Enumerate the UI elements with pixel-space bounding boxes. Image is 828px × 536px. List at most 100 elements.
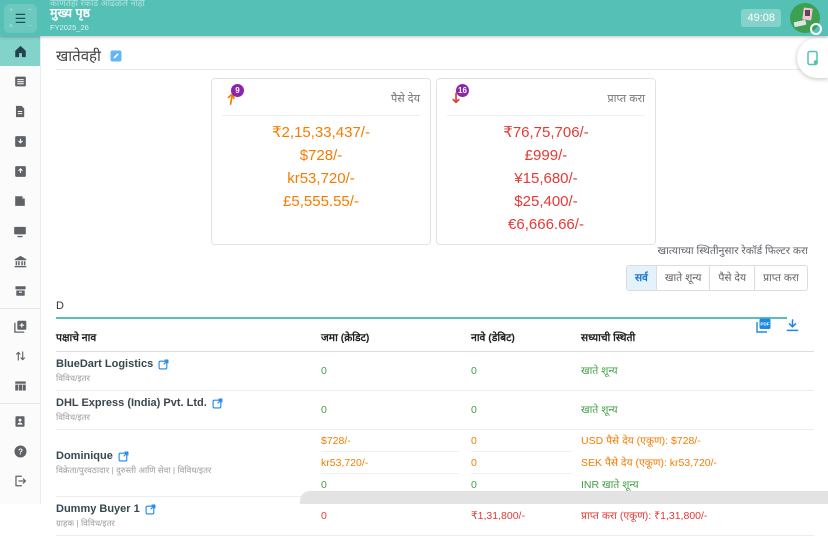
toast-message: कोणतेही रेकॉर्ड आढळले नाही	[50, 0, 145, 8]
fiscal-year-label: FY2025_26	[50, 23, 89, 32]
debit-amount: 0	[471, 479, 477, 491]
debit-amount: 0	[471, 453, 573, 474]
entries: 0 ₹1,31,800/- प्राप्त करा (एकूण): ₹1,31,80…	[321, 505, 814, 527]
currency-amount: ¥15,680/-	[514, 170, 578, 187]
sidebar-item-ledger[interactable]	[0, 66, 40, 96]
open-party-icon[interactable]	[212, 398, 223, 409]
table-header-cell: सध्याची स्थिती	[581, 332, 636, 344]
contact-card-icon	[15, 415, 25, 427]
invoice-icon	[15, 105, 25, 117]
sidebar-item-monitor[interactable]	[0, 216, 40, 246]
sidebar-item-copy-add[interactable]	[0, 311, 40, 341]
open-party-icon[interactable]	[158, 359, 169, 370]
current-status: खाते शून्य	[581, 404, 618, 416]
party-name-cell: BlueDart Logistics विविध/इतर	[56, 352, 321, 390]
debit-amount: 0	[471, 404, 477, 416]
home-icon	[14, 45, 26, 57]
copy-add-icon	[13, 320, 26, 333]
sidebar-item-contact-card[interactable]	[0, 406, 40, 436]
sidebar-item-home[interactable]	[0, 36, 40, 66]
filter-label: खात्याच्या स्थितीनुसार रेकॉर्ड फिल्टर कर…	[657, 245, 809, 257]
sidebar-nav: ?	[0, 36, 41, 504]
current-status: INR खाते शून्य	[581, 479, 639, 491]
sidebar-item-archive[interactable]	[0, 276, 40, 306]
monitor-icon	[14, 226, 26, 237]
sidebar-item-sale-tray[interactable]	[0, 126, 40, 156]
bottom-scrollbar[interactable]	[300, 491, 828, 504]
payable-card[interactable]: 9 पैसे देय ₹2,15,33,437/- $728/- kr53,720/…	[211, 78, 431, 245]
table-header-cell: जमा (क्रेडिट)	[321, 332, 370, 344]
session-timer: 49:08	[741, 9, 781, 27]
svg-text:?: ?	[18, 447, 23, 456]
party-name: BlueDart Logistics	[56, 358, 154, 370]
sidebar-item-note[interactable]	[0, 186, 40, 216]
party-name-cell: Dominique विक्रेता/पुरवठादार | दुरुस्ती आ…	[56, 444, 321, 482]
status-filter: खात्याच्या स्थितीनुसार रेकॉर्ड फिल्टर कर…	[625, 244, 809, 291]
current-status: खाते शून्य	[581, 365, 618, 377]
payable-card-label: पैसे देय	[391, 93, 420, 105]
sidebar-item-help[interactable]: ?	[0, 436, 40, 466]
party-name-cell: DHL Express (India) Pvt. Ltd. विविध/इतर	[56, 391, 321, 429]
receivable-card[interactable]: 16 प्राप्त करा ₹76,75,706/- £999/- ¥15,680…	[436, 78, 656, 245]
filter-chip[interactable]: सर्व	[626, 266, 656, 290]
archive-icon	[14, 286, 26, 296]
sale-tray-icon	[14, 135, 26, 147]
logout-icon	[15, 475, 27, 487]
entries: 0 0 खाते शून्य	[321, 399, 814, 421]
summary-cards: 9 पैसे देय ₹2,15,33,437/- $728/- kr53,720/…	[211, 78, 656, 245]
titles: कोणतेही रेकॉर्ड आढळले नाही मुख्य पृष्ठ F…	[50, 0, 145, 32]
table-row[interactable]: BlueDart Logistics विविध/इतर 0 0 खाते शून्य	[56, 352, 814, 391]
feedback-widget-button[interactable]	[797, 38, 828, 78]
currency-amount: $728/-	[299, 147, 343, 164]
sidebar-divider	[0, 308, 40, 309]
currency-amount: ₹76,75,706/-	[503, 124, 589, 141]
credit-amount: kr53,720/-	[321, 453, 459, 474]
currency-amount: kr53,720/-	[287, 170, 355, 187]
sidebar-item-columns[interactable]	[0, 371, 40, 401]
party-name: Dominique	[56, 450, 113, 462]
credit-amount: 0	[321, 479, 327, 491]
receivable-count-badge: 16	[456, 84, 469, 97]
bank-icon	[14, 255, 26, 267]
entries: $728/- 0 USD पैसे देय (एकूण): $728/- kr53,7…	[321, 430, 814, 496]
export-actions: PDF	[755, 317, 800, 334]
sidebar-item-logout[interactable]	[0, 466, 40, 496]
table-row[interactable]: DHL Express (India) Pvt. Ltd. विविध/इतर 0 0…	[56, 391, 814, 430]
export-pdf-icon[interactable]: PDF	[755, 317, 772, 334]
hamburger-icon: ☰	[14, 10, 27, 26]
table-row[interactable]: Dominique विक्रेता/पुरवठादार | दुरुस्ती आ…	[56, 430, 814, 497]
avatar-status-ring	[810, 23, 822, 35]
party-name-cell: Dummy Buyer 1 ग्राहक | विविध/इतर	[56, 497, 321, 535]
debit-amount: ₹1,31,800/-	[471, 510, 525, 522]
currency-amount: £5,555.55/-	[283, 193, 359, 210]
party-tags: ग्राहक | विविध/इतर	[56, 518, 115, 528]
help-icon: ?	[14, 445, 26, 457]
page-title: खातेवही	[56, 47, 101, 65]
entries: 0 0 खाते शून्य	[321, 360, 814, 382]
table-header-row: पक्षाचे नाव जमा (क्रेडिट) नावे (डेबिट) सध्य…	[56, 328, 814, 352]
filter-chip[interactable]: खाते शून्य	[655, 266, 710, 290]
sidebar-item-purchase-tray[interactable]	[0, 156, 40, 186]
menu-button[interactable]: + ÷ × − ☰	[4, 3, 37, 33]
party-search-input[interactable]	[56, 297, 787, 319]
download-icon[interactable]	[785, 318, 800, 333]
open-party-icon[interactable]	[118, 451, 129, 462]
purchase-tray-icon	[14, 165, 26, 177]
page-header-title: मुख्य पृष्ठ	[50, 6, 90, 20]
filter-chip-group: सर्व खाते शून्य पैसे देय प्राप्त करा	[625, 265, 808, 291]
sidebar-item-bank[interactable]	[0, 246, 40, 276]
sidebar-item-transfer[interactable]	[0, 341, 40, 371]
credit-amount: 0	[321, 510, 327, 522]
open-party-icon[interactable]	[145, 504, 156, 515]
party-tags: विक्रेता/पुरवठादार | दुरुस्ती आणि सेवा |…	[56, 465, 212, 475]
currency-amount: ₹2,15,33,437/-	[272, 124, 370, 141]
currency-amount: $25,400/-	[514, 193, 578, 210]
filter-chip[interactable]: प्राप्त करा	[754, 266, 807, 290]
table-header-cell: नावे (डेबिट)	[471, 332, 515, 344]
edit-icon[interactable]	[110, 50, 122, 62]
party-name: Dummy Buyer 1	[56, 503, 140, 515]
sidebar-item-invoice[interactable]	[0, 96, 40, 126]
filter-chip[interactable]: पैसे देय	[709, 266, 755, 290]
device-icon	[807, 50, 818, 65]
